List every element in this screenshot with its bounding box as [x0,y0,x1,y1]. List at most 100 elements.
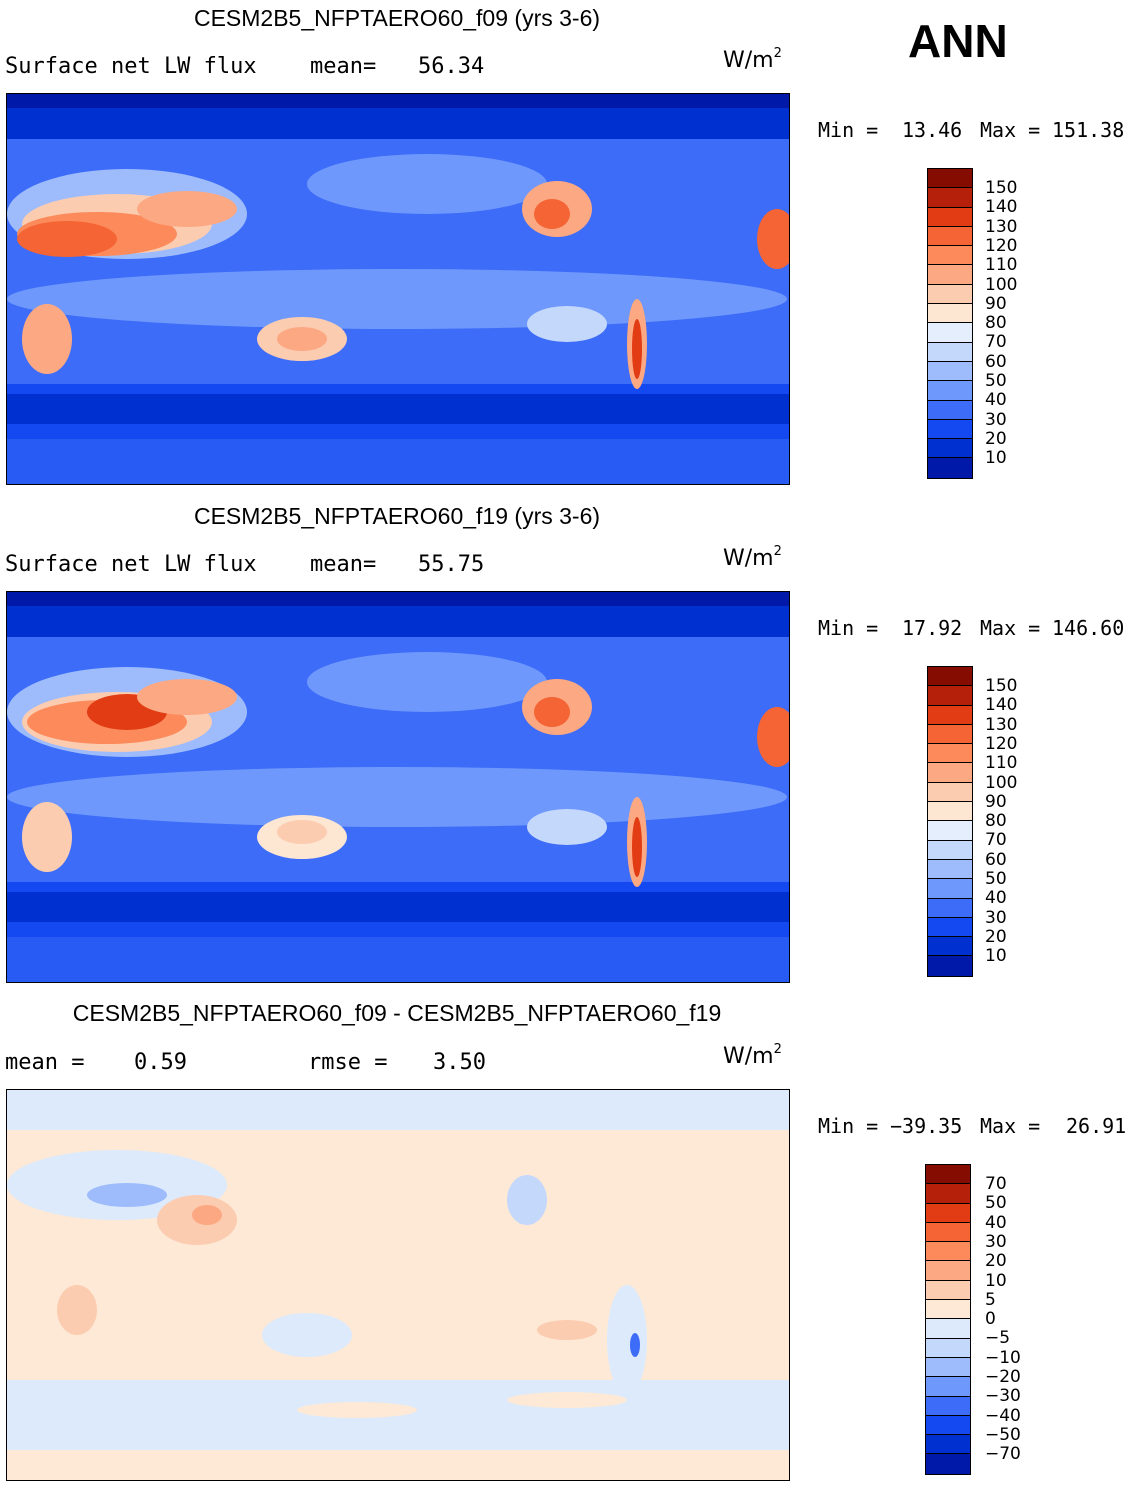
panel1-cb-cell [928,226,972,247]
panel3-title: CESM2B5_NFPTAERO60_f09 - CESM2B5_NFPTAER… [72,1000,722,1026]
panel1-min-value: 13.46 [902,118,963,142]
panel2-cb-label: 110 [985,753,1018,774]
panel1-cb-label: 130 [985,216,1018,237]
panel2-cb-cell [928,937,972,957]
panel2-cb-cell [928,705,972,725]
panel2-cb-cell [928,898,972,918]
panel2-min-value: 17.92 [902,616,963,640]
panel2-cb-label: 80 [985,811,1007,832]
panel2-variable: Surface net LW flux [5,552,257,577]
panel3-cb-label: 10 [985,1270,1007,1291]
panel1-variable: Surface net LW flux [5,54,257,79]
panel1-cb-label: 140 [985,197,1018,218]
panel2-max-value: 146.60 [1052,616,1125,640]
panel2-cb-label: 50 [985,869,1007,889]
panel1-cb-label: 30 [985,409,1007,430]
panel3-rmse-value: 3.50 [433,1050,486,1075]
panel1-cb-label: 150 [985,178,1018,198]
panel3-cb-label: 5 [985,1289,996,1310]
panel3-cb-cell [926,1357,970,1378]
panel2-cb-cell [928,667,972,687]
panel1-map [6,93,790,485]
panel2-cb-label: 90 [985,791,1007,812]
panel1-cb-label: 40 [985,390,1007,411]
panel1-cb-label: 10 [985,448,1007,469]
panel2-map [6,591,790,983]
panel3-rmse-label: rmse = [308,1050,388,1075]
panel3-cb-label: 40 [985,1212,1007,1233]
panel3-min-label: Min = [818,1114,879,1138]
panel3-cb-cell [926,1454,970,1474]
panel3-cb-cell [926,1300,970,1320]
panel2-cb-label: 20 [985,926,1007,947]
panel1-cb-cell [928,419,972,440]
panel1-cb-cell [928,361,972,382]
panel1-cb-label: 60 [985,351,1007,372]
panel1-cb-label: 70 [985,332,1007,353]
panel1-cb-cell [928,246,972,266]
panel2-min-label: Min = [818,616,879,640]
panel2-mean-label: mean= [310,552,377,577]
season-label: ANN [908,15,1008,67]
panel1-cb-label: 80 [985,313,1007,334]
panel3-map [6,1089,790,1481]
panel3-cb-cell [926,1222,970,1243]
panel1-title: CESM2B5_NFPTAERO60_f09 (yrs 3-6) [193,5,601,31]
panel2-cb-cell [928,724,972,745]
panel2-title: CESM2B5_NFPTAERO60_f19 (yrs 3-6) [193,503,601,529]
panel2-cb-cell [928,763,972,783]
panel1-cb-label: 100 [985,274,1018,295]
panel3-mean-label: mean = [5,1050,85,1075]
panel1-cb-cell [928,439,972,459]
panel2-cb-label: 60 [985,849,1007,870]
panel1-cb-cell [928,169,972,189]
panel1-cb-cell [928,323,972,343]
panel1-cb-cell [928,265,972,285]
panel3-colorbar [925,1164,971,1475]
panel3-cb-cell [926,1338,970,1358]
panel2-cb-label: 70 [985,830,1007,851]
panel1-cb-cell [928,304,972,324]
panel3-max-value: 26.91 [1066,1114,1127,1138]
panel1-cb-cell [928,284,972,305]
panel3-cb-cell [926,1377,970,1397]
panel3-cb-cell [926,1396,970,1416]
panel3-cb-label: 30 [985,1231,1007,1252]
panel2-cb-label: 130 [985,714,1018,735]
panel1-cb-cell [928,400,972,420]
panel2-units: W/m2 [723,544,782,571]
panel2-cb-cell [928,917,972,938]
panel2-cb-label: 30 [985,907,1007,928]
panel3-max-label: Max = [980,1114,1041,1138]
panel3-cb-label: −30 [985,1386,1021,1407]
panel3-cb-label: 50 [985,1193,1007,1214]
panel1-units: W/m2 [723,46,782,73]
panel3-units: W/m2 [723,1042,782,1069]
panel1-cb-label: 20 [985,428,1007,449]
panel2-colorbar [927,666,973,977]
panel3-cb-label: −20 [985,1367,1021,1387]
panel1-cb-label: 50 [985,371,1007,391]
panel1-cb-cell [928,207,972,227]
panel1-cb-label: 90 [985,293,1007,314]
panel1-max-value: 151.38 [1052,118,1125,142]
panel3-cb-cell [926,1280,970,1301]
panel1-cb-cell [928,458,972,478]
panel2-cb-cell [928,956,972,976]
panel2-cb-cell [928,840,972,860]
panel1-max-label: Max = [980,118,1041,142]
panel1-cb-label: 120 [985,235,1018,256]
panel3-min-value: −39.35 [890,1114,963,1138]
panel3-cb-label: 70 [985,1174,1007,1194]
panel1-cb-label: 110 [985,255,1018,276]
panel2-cb-label: 10 [985,946,1007,967]
panel3-cb-label: −70 [985,1444,1021,1465]
panel2-cb-cell [928,782,972,803]
panel3-cb-cell [926,1242,970,1262]
panel2-cb-label: 140 [985,695,1018,716]
panel1-mean-label: mean= [310,54,377,79]
panel2-cb-label: 100 [985,772,1018,793]
panel2-cb-cell [928,686,972,706]
panel2-cb-cell [928,821,972,841]
panel2-cb-cell [928,744,972,764]
